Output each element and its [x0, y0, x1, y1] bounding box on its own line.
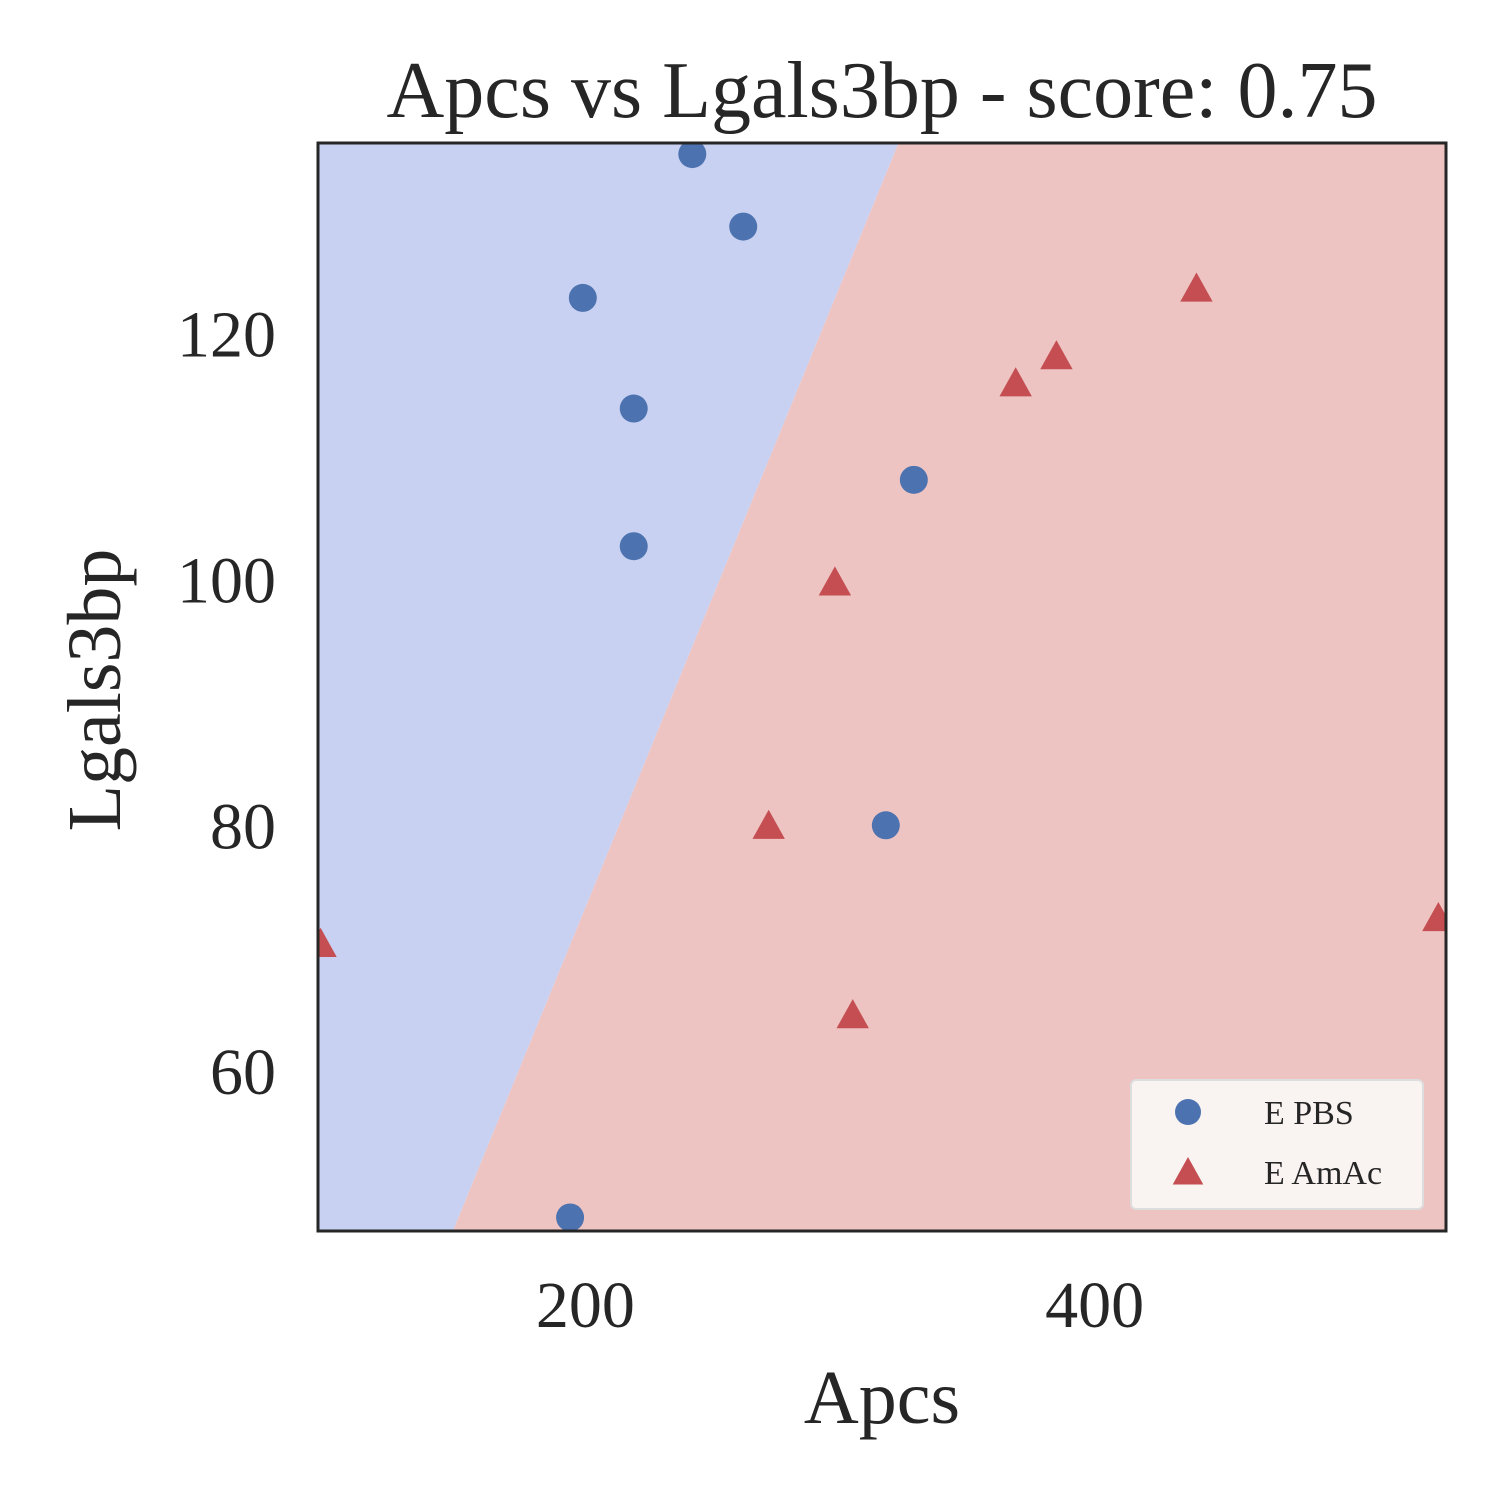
point-e-pbs-7 [556, 1203, 585, 1231]
point-e-amac-0 [1180, 272, 1213, 302]
legend-label: E PBS [1264, 1095, 1354, 1132]
point-e-pbs-3 [619, 394, 648, 423]
decision-region-e-amac [452, 143, 1446, 1231]
legend-marker-e-amac [1172, 1157, 1204, 1185]
point-e-amac-7 [1422, 901, 1446, 932]
point-e-pbs-6 [871, 811, 900, 840]
chart-title: Apcs vs Lgals3bp - score: 0.75 [387, 47, 1378, 135]
point-e-amac-2 [999, 367, 1032, 397]
decision-region-e-pbs [318, 143, 899, 1231]
y-tick-label: 120 [177, 299, 276, 372]
x-tick-label: 400 [1045, 1269, 1144, 1342]
point-e-pbs-2 [568, 283, 597, 312]
data-points [318, 143, 1446, 1231]
x-axis-label: Apcs [804, 1356, 960, 1440]
point-e-pbs-1 [729, 212, 758, 241]
plot-area [318, 143, 1446, 1231]
point-e-amac-1 [1040, 340, 1073, 370]
plot-frame [316, 141, 1448, 1233]
point-e-pbs-4 [619, 532, 648, 561]
point-e-amac-6 [318, 927, 337, 957]
y-tick-label: 80 [210, 790, 276, 863]
x-axis-ticks: 200 400 [536, 1269, 1144, 1342]
point-e-amac-4 [752, 809, 785, 839]
y-axis-ticks: 60 80 100 120 [177, 299, 276, 1110]
point-e-pbs-0 [678, 143, 707, 169]
legend-box [1130, 1079, 1424, 1210]
legend: E PBS E AmAc [1130, 1079, 1424, 1210]
legend-label: E AmAc [1264, 1155, 1382, 1192]
legend-marker-e-pbs [1175, 1099, 1201, 1125]
x-tick-label: 200 [536, 1269, 635, 1342]
y-tick-label: 60 [210, 1036, 276, 1109]
point-e-pbs-5 [899, 465, 928, 494]
point-e-amac-5 [836, 999, 869, 1029]
point-e-amac-3 [818, 566, 852, 596]
y-tick-label: 100 [177, 544, 276, 617]
y-axis-label: Lgals3bp [53, 549, 137, 832]
